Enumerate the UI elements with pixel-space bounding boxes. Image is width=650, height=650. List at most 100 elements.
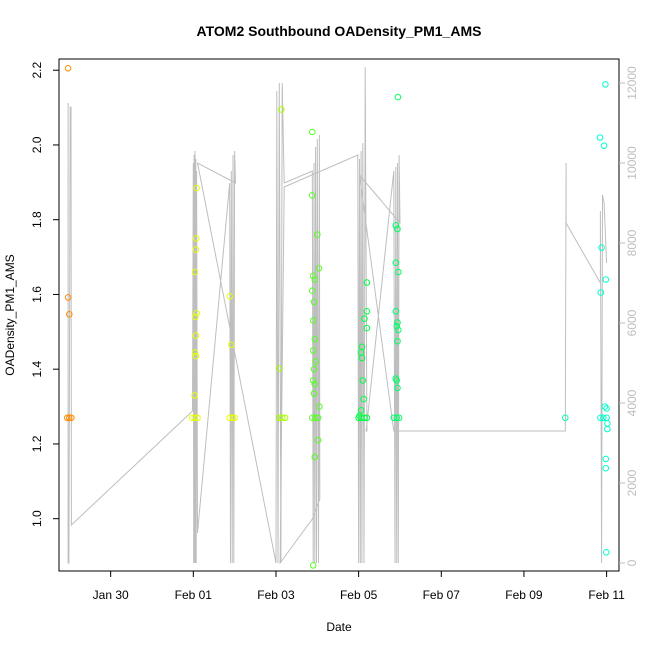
y-axis-label: OADensity_PM1_AMS <box>3 254 17 375</box>
data-point <box>309 287 316 295</box>
y-axis: 1.0 1.2 1.4 1.6 1.8 2.0 2.2 <box>30 62 59 527</box>
data-point <box>231 414 238 422</box>
data-point <box>363 324 371 332</box>
data-point <box>226 293 233 300</box>
data-point <box>600 414 607 422</box>
x-tick-label: Feb 03 <box>257 588 295 602</box>
data-point <box>602 81 609 88</box>
data-point <box>603 414 610 422</box>
x-tick-label: Jan 30 <box>93 588 129 602</box>
data-point <box>394 93 402 101</box>
data-points <box>64 65 611 569</box>
data-point <box>191 268 199 276</box>
data-point <box>191 392 198 399</box>
data-point <box>602 464 610 472</box>
data-point <box>597 414 604 422</box>
y-tick-label: 1.4 <box>30 361 44 378</box>
data-point <box>64 294 72 301</box>
x-axis: Jan 30 Feb 01 Feb 03 Feb 05 Feb 07 Feb 09 Feb … <box>93 571 625 602</box>
data-point <box>311 414 319 422</box>
chart-title: ATOM2 Southbound OADensity_PM1_AMS <box>197 23 482 39</box>
secondary-line-trace <box>67 66 608 565</box>
data-point <box>194 414 201 422</box>
y-tick-label: 2.2 <box>30 62 44 79</box>
data-point <box>64 414 71 422</box>
y-tick-label: 1.0 <box>30 510 44 527</box>
y2-tick-label: 4000 <box>625 389 639 416</box>
data-point <box>393 377 401 384</box>
data-point <box>310 298 318 306</box>
data-point <box>363 279 371 286</box>
data-point <box>309 377 317 384</box>
y2-tick-label: 10000 <box>625 146 639 180</box>
data-point <box>192 313 199 321</box>
data-point <box>309 317 317 324</box>
data-point <box>311 453 319 461</box>
data-point <box>602 276 610 283</box>
data-point <box>68 414 75 422</box>
data-point <box>356 412 363 420</box>
data-point <box>602 549 610 556</box>
y-tick-label: 2.0 <box>30 136 44 153</box>
data-point <box>395 414 403 422</box>
data-point <box>228 341 235 349</box>
secondary-y-axis: 0 2000 4000 6000 8000 10000 12000 <box>619 66 639 566</box>
data-point <box>604 420 611 427</box>
y-tick-label: 1.6 <box>30 286 44 303</box>
data-point <box>193 309 200 317</box>
data-point <box>311 276 319 283</box>
data-point <box>311 336 319 343</box>
data-point <box>229 414 236 422</box>
x-tick-label: Feb 09 <box>505 588 543 602</box>
data-point <box>226 414 233 422</box>
data-point <box>278 106 285 113</box>
data-point <box>393 414 401 422</box>
data-point <box>309 347 317 354</box>
data-point <box>395 268 402 276</box>
data-point <box>394 225 401 233</box>
y2-tick-label: 0 <box>625 559 639 566</box>
data-point <box>600 142 608 149</box>
x-tick-label: Feb 01 <box>175 588 213 602</box>
data-point <box>66 311 73 318</box>
y-tick-label: 1.2 <box>30 435 44 452</box>
y-tick-label: 1.8 <box>30 211 44 228</box>
y2-tick-label: 8000 <box>625 229 639 256</box>
x-tick-label: Feb 05 <box>340 588 378 602</box>
data-point <box>601 403 609 410</box>
data-point <box>314 414 322 422</box>
data-point <box>394 337 401 345</box>
data-point <box>192 332 200 339</box>
data-point <box>597 289 605 296</box>
secondary-series-line <box>67 66 608 565</box>
x-tick-label: Feb 07 <box>423 588 461 602</box>
data-point <box>360 395 367 403</box>
data-point <box>276 365 283 372</box>
y2-tick-label: 6000 <box>625 309 639 336</box>
data-point <box>309 272 317 280</box>
data-point <box>309 128 316 136</box>
data-point <box>316 403 323 410</box>
data-point <box>192 352 200 360</box>
x-tick-label: Feb 11 <box>588 588 625 602</box>
data-point <box>596 134 604 141</box>
data-point <box>562 414 569 422</box>
data-point <box>358 354 366 362</box>
data-point <box>312 358 319 366</box>
data-point <box>392 259 400 267</box>
data-point <box>604 425 611 433</box>
data-point <box>192 235 200 242</box>
data-point <box>281 414 289 422</box>
data-point <box>191 349 199 356</box>
data-point <box>192 246 200 253</box>
data-point <box>598 244 605 251</box>
data-point <box>310 365 318 373</box>
data-point <box>394 319 401 326</box>
y2-tick-label: 12000 <box>625 66 639 100</box>
data-point <box>193 184 200 192</box>
data-point <box>361 315 368 323</box>
data-point <box>359 377 367 384</box>
data-point <box>395 326 402 334</box>
data-point <box>603 405 610 412</box>
